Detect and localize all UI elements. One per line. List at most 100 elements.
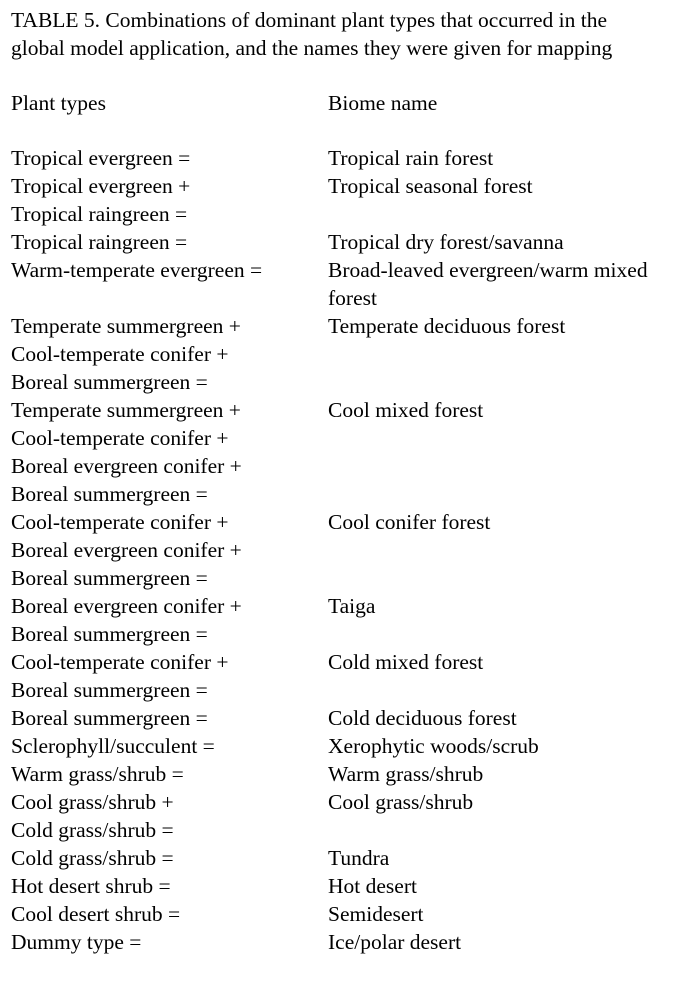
plant-types-cell: Sclerophyll/succulent = — [11, 732, 328, 760]
biome-name: Cool conifer forest — [328, 510, 491, 534]
table-row: Tropical raingreen = Tropical dry forest/… — [11, 228, 666, 256]
table-row: Boreal evergreen conifer + Boreal summerg… — [11, 592, 666, 648]
biome-name-cell: Taiga — [328, 592, 666, 620]
plant-type-line: Tropical raingreen = — [11, 230, 188, 254]
biome-name-cell: Semidesert — [328, 900, 666, 928]
plant-types-cell: Cool-temperate conifer + Boreal evergreen… — [11, 508, 328, 592]
plant-type-line: Cool-temperate conifer + — [11, 650, 229, 674]
plant-types-cell: Hot desert shrub = — [11, 872, 328, 900]
biome-name: Cool mixed forest — [328, 398, 484, 422]
biome-name: Temperate deciduous forest — [328, 314, 566, 338]
plant-type-line: Boreal evergreen conifer + — [11, 594, 242, 618]
table-row: Dummy type = Ice/polar desert — [11, 928, 666, 956]
table-header-row: Plant types Biome name — [11, 89, 666, 117]
table-row: Cool-temperate conifer + Boreal evergreen… — [11, 508, 666, 592]
biome-name-cell: Cold mixed forest — [328, 648, 666, 676]
plant-type-line: Cold grass/shrub = — [11, 846, 174, 870]
plant-types-cell: Temperate summergreen + Cool-temperate co… — [11, 312, 328, 396]
biome-name-cell: Tropical rain forest — [328, 144, 666, 172]
biome-name: Taiga — [328, 594, 376, 618]
biome-name-cell: Tropical dry forest/savanna — [328, 228, 666, 256]
biome-name: Ice/polar desert — [328, 930, 462, 954]
plant-type-line: Warm-temperate evergreen = — [11, 258, 263, 282]
plant-types-cell: Dummy type = — [11, 928, 328, 956]
table-row: Tropical evergreen = Tropical rain forest — [11, 144, 666, 172]
plant-types-cell: Cool grass/shrub + Cold grass/shrub = — [11, 788, 328, 844]
plant-type-line: Boreal summergreen = — [11, 622, 208, 646]
biome-name-cell: Hot desert — [328, 872, 666, 900]
plant-type-line: Warm grass/shrub = — [11, 762, 184, 786]
plant-types-cell: Cool-temperate conifer + Boreal summergre… — [11, 648, 328, 704]
biome-name: Semidesert — [328, 902, 424, 926]
plant-types-cell: Temperate summergreen + Cool-temperate co… — [11, 396, 328, 508]
header-biome-name: Biome name — [328, 91, 438, 115]
plant-type-line: Cool desert shrub = — [11, 902, 181, 926]
biome-name-cell: Warm grass/shrub — [328, 760, 666, 788]
plant-type-line: Cool-temperate conifer + — [11, 426, 229, 450]
biome-table: Plant types Biome name Tropical evergree… — [11, 89, 666, 956]
plant-types-cell: Warm grass/shrub = — [11, 760, 328, 788]
biome-name-cell: Cool grass/shrub — [328, 788, 666, 816]
plant-type-line: Boreal summergreen = — [11, 678, 208, 702]
plant-type-line: Dummy type = — [11, 930, 142, 954]
plant-type-line: Temperate summergreen + — [11, 314, 241, 338]
biome-name-cell: Tropical seasonal forest — [328, 172, 666, 200]
plant-type-line: Tropical raingreen = — [11, 202, 188, 226]
plant-type-line: Boreal summergreen = — [11, 370, 208, 394]
table-body: Tropical evergreen = Tropical rain forest… — [11, 144, 666, 956]
plant-types-cell: Boreal summergreen = — [11, 704, 328, 732]
plant-type-line: Hot desert shrub = — [11, 874, 171, 898]
plant-type-line: Cool-temperate conifer + — [11, 510, 229, 534]
plant-type-line: Boreal summergreen = — [11, 706, 208, 730]
table-row: Boreal summergreen = Cold deciduous fores… — [11, 704, 666, 732]
table-row: Hot desert shrub = Hot desert — [11, 872, 666, 900]
biome-name: Cold deciduous forest — [328, 706, 517, 730]
biome-name: Tropical seasonal forest — [328, 174, 533, 198]
plant-type-line: Cool grass/shrub + — [11, 790, 174, 814]
table-row: Cool grass/shrub + Cold grass/shrub = Cool… — [11, 788, 666, 844]
biome-name: Broad-leaved evergreen/warm mixed forest — [328, 258, 648, 310]
biome-name: Cool grass/shrub — [328, 790, 474, 814]
biome-name-cell: Temperate deciduous forest — [328, 312, 666, 340]
biome-name-cell: Ice/polar desert — [328, 928, 666, 956]
biome-name: Xerophytic woods/scrub — [328, 734, 539, 758]
table-row: Tropical evergreen + Tropical raingreen =… — [11, 172, 666, 228]
biome-name-cell: Cool conifer forest — [328, 508, 666, 536]
plant-type-line: Tropical evergreen + — [11, 174, 191, 198]
plant-type-line: Boreal evergreen conifer + — [11, 454, 242, 478]
biome-name: Cold mixed forest — [328, 650, 484, 674]
plant-type-line: Sclerophyll/succulent = — [11, 734, 215, 758]
biome-name-cell: Xerophytic woods/scrub — [328, 732, 666, 760]
table-caption: TABLE 5. Combinations of dominant plant … — [11, 8, 613, 60]
document-page: TABLE 5. Combinations of dominant plant … — [11, 6, 666, 956]
biome-name: Hot desert — [328, 874, 417, 898]
biome-name-cell: Broad-leaved evergreen/warm mixed forest — [328, 256, 666, 312]
plant-types-cell: Cold grass/shrub = — [11, 844, 328, 872]
biome-name: Warm grass/shrub — [328, 762, 484, 786]
biome-name-cell: Cold deciduous forest — [328, 704, 666, 732]
biome-name: Tropical dry forest/savanna — [328, 230, 564, 254]
plant-type-line: Cool-temperate conifer + — [11, 342, 229, 366]
table-row: Cool-temperate conifer + Boreal summergre… — [11, 648, 666, 704]
table-row: Cold grass/shrub = Tundra — [11, 844, 666, 872]
plant-types-cell: Cool desert shrub = — [11, 900, 328, 928]
plant-types-cell: Boreal evergreen conifer + Boreal summerg… — [11, 592, 328, 648]
table-row: Warm-temperate evergreen = Broad-leaved e… — [11, 256, 666, 312]
plant-type-line: Boreal summergreen = — [11, 482, 208, 506]
table-row: Cool desert shrub = Semidesert — [11, 900, 666, 928]
biome-name-cell: Cool mixed forest — [328, 396, 666, 424]
biome-name-cell: Tundra — [328, 844, 666, 872]
table-row: Warm grass/shrub = Warm grass/shrub — [11, 760, 666, 788]
table-row: Temperate summergreen + Cool-temperate co… — [11, 396, 666, 508]
plant-type-line: Cold grass/shrub = — [11, 818, 174, 842]
biome-name: Tundra — [328, 846, 390, 870]
plant-type-line — [11, 284, 328, 312]
header-plant-types: Plant types — [11, 91, 106, 115]
table-row: Sclerophyll/succulent = Xerophytic woods/… — [11, 732, 666, 760]
plant-types-cell: Warm-temperate evergreen = — [11, 256, 328, 312]
table-row: Temperate summergreen + Cool-temperate co… — [11, 312, 666, 396]
plant-type-line: Boreal summergreen = — [11, 566, 208, 590]
plant-type-line: Temperate summergreen + — [11, 398, 241, 422]
plant-types-cell: Tropical raingreen = — [11, 228, 328, 256]
plant-types-cell: Tropical evergreen + Tropical raingreen = — [11, 172, 328, 228]
